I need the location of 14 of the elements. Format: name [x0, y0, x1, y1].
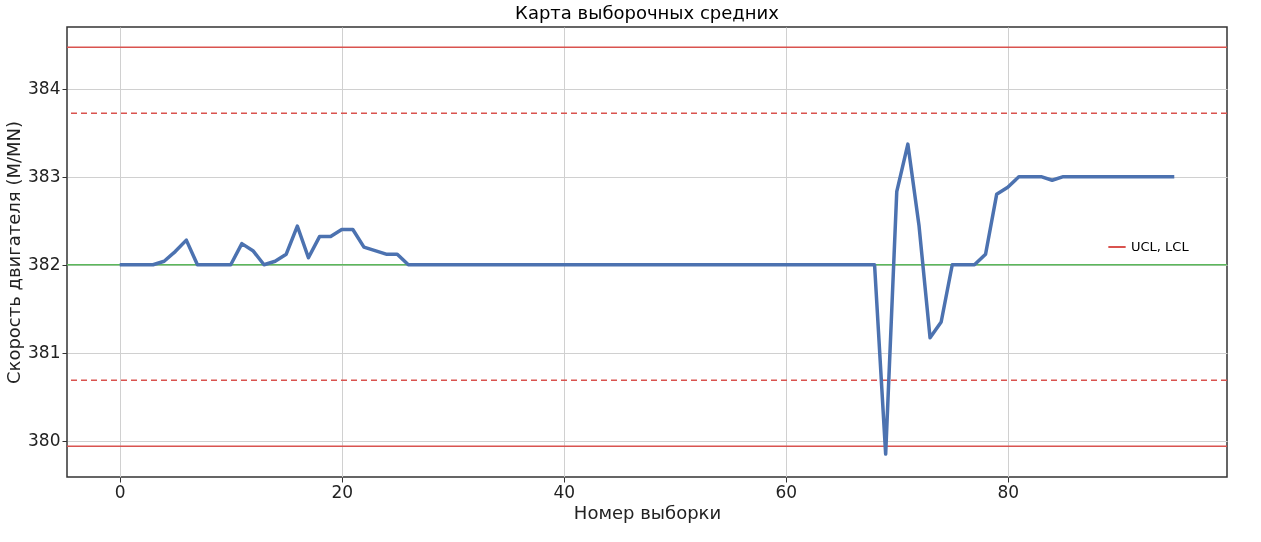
y-tick-label: 384: [28, 78, 61, 99]
y-tick-label: 382: [28, 254, 61, 275]
x-tick-label: 40: [553, 481, 576, 502]
x-axis-title: Номер выборки: [573, 501, 722, 523]
x-tick-label: 80: [997, 481, 1020, 502]
y-tick-label: 383: [28, 166, 61, 187]
y-tick-label: 381: [28, 342, 61, 363]
chart-title: Карта выборочных средних: [515, 2, 780, 23]
x-tick-label: 0: [114, 481, 126, 502]
x-tick-label: 20: [331, 481, 354, 502]
legend-label: UCL, LCL: [1131, 239, 1190, 254]
y-tick-label: 380: [28, 430, 61, 451]
x-tick-label: 60: [775, 481, 798, 502]
y-axis-title: Скорость двигателя (M/MN): [3, 120, 25, 385]
